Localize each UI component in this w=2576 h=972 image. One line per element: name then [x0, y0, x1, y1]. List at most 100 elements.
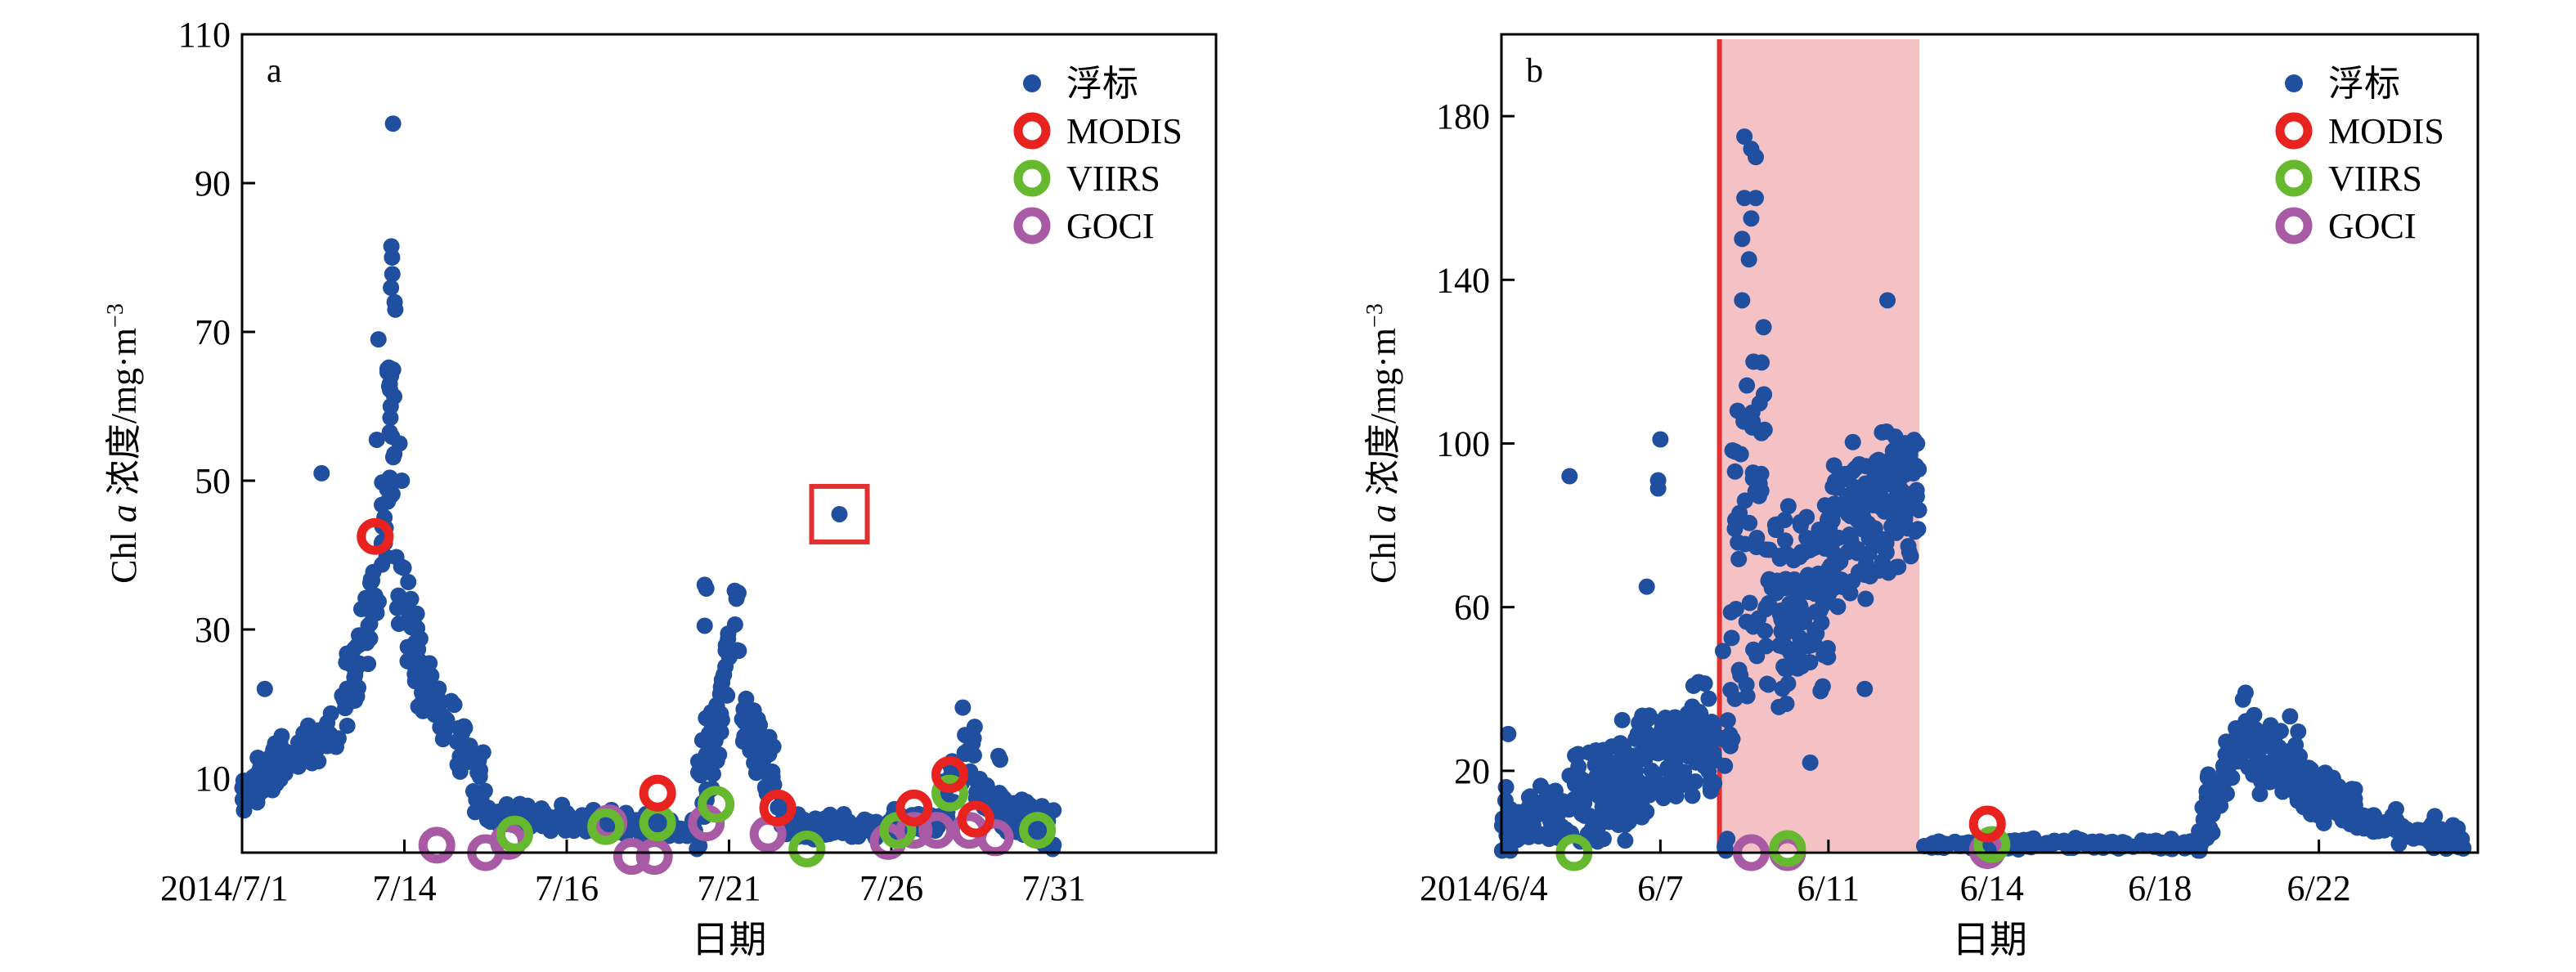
y-tick-label: 30	[195, 610, 231, 650]
buoy-point	[976, 780, 994, 797]
buoy-point	[1590, 817, 1607, 835]
legend-modis-label: MODIS	[1066, 111, 1183, 151]
buoy-point	[1776, 532, 1793, 549]
buoy-point	[2426, 824, 2443, 841]
buoy-point	[1924, 835, 1941, 852]
buoy-point	[334, 687, 351, 704]
plot-frame-a	[240, 33, 1218, 854]
buoy-point	[2387, 800, 2404, 817]
buoy-point	[2201, 819, 2219, 836]
buoy-point	[357, 589, 375, 607]
buoy-point	[1658, 783, 1675, 800]
buoy-point	[384, 115, 402, 132]
buoy-point	[1606, 755, 1623, 773]
modis-point	[931, 755, 968, 793]
modis-point	[1968, 805, 2006, 843]
buoy-point	[2282, 708, 2299, 725]
buoy-point	[1811, 602, 1829, 619]
buoy-point	[1724, 731, 1741, 748]
buoy-point	[399, 638, 416, 656]
legend-viirs-symbol	[1013, 159, 1051, 197]
buoy-point	[2405, 830, 2422, 847]
buoy-point	[2191, 842, 2208, 859]
buoy-point	[1703, 714, 1721, 731]
viirs-point	[1973, 826, 2011, 863]
x-tick-label: 7/21	[697, 868, 761, 908]
buoy-point	[1684, 698, 1701, 715]
buoy-point	[1785, 653, 1802, 670]
buoy-point	[708, 697, 725, 714]
plot-frame-b	[1500, 33, 2480, 854]
highlight-box	[809, 483, 870, 544]
buoy-point	[322, 705, 339, 722]
buoy-point	[1857, 590, 1874, 607]
buoy-point	[1500, 725, 1517, 742]
buoy-point	[1789, 638, 1806, 656]
legend-buoy-label: 浮标	[2328, 64, 2400, 104]
buoy-point	[1903, 487, 1920, 504]
legend-viirs-symbol	[2275, 159, 2313, 197]
buoy-point	[384, 249, 401, 266]
buoy-point	[1726, 520, 1744, 537]
viirs-point	[1019, 812, 1057, 849]
x-tick-label: 6/22	[2287, 868, 2351, 908]
legend-goci-label: GOCI	[1066, 206, 1155, 246]
buoy-point	[1734, 292, 1751, 309]
x-tick-label: 6/11	[1797, 868, 1860, 908]
modis-point	[957, 800, 994, 838]
buoy-point	[1739, 688, 1756, 705]
buoy-point	[1798, 529, 1815, 546]
buoy-point	[1736, 492, 1753, 509]
modis-point	[639, 774, 676, 812]
buoy-point	[410, 698, 427, 715]
buoy-point	[1727, 601, 1744, 618]
buoy-point	[2376, 816, 2394, 833]
buoy-point	[1839, 471, 1856, 488]
buoy-point	[1561, 767, 1578, 784]
buoy-point	[1730, 661, 1748, 679]
buoy-point	[384, 266, 401, 283]
buoy-point	[1539, 784, 1556, 801]
buoy-point	[696, 617, 713, 634]
buoy-point	[1879, 292, 1896, 309]
buoy-point	[255, 782, 272, 799]
buoy-point	[1856, 567, 1874, 584]
buoy-point	[2251, 786, 2269, 803]
buoy-point	[1856, 680, 1874, 697]
buoy-point	[2277, 748, 2294, 765]
buoy-point	[1806, 636, 1824, 653]
satellite-series-a	[357, 517, 1057, 876]
buoy-point	[2115, 838, 2132, 855]
buoy-point	[2343, 785, 2360, 802]
shaded-interval	[1719, 39, 1919, 851]
buoy-point	[330, 730, 347, 747]
buoy-point	[400, 573, 417, 590]
buoy-point	[716, 666, 733, 683]
buoy-point	[1892, 512, 1909, 529]
buoy-point	[2442, 834, 2459, 851]
buoy-point	[460, 737, 477, 755]
buoy-point	[1722, 682, 1739, 699]
buoy-point	[831, 811, 848, 828]
goci-point	[635, 838, 673, 876]
chart-panel-a: 2014/7/1 7/14 7/16 7/21 7/26 7/31 10305070901…	[103, 15, 1218, 961]
buoy-point	[1755, 386, 1772, 403]
x-tick-label: 7/14	[372, 868, 436, 908]
buoy-point	[1767, 522, 1784, 539]
buoy-point	[1730, 550, 1748, 567]
buoy-point	[729, 642, 746, 659]
buoy-point	[1527, 808, 1544, 825]
buoy-point	[1850, 501, 1867, 518]
buoy-point	[1506, 822, 1523, 839]
buoy-point	[1821, 527, 1838, 544]
buoy-point	[1532, 826, 1549, 843]
buoy-point	[1684, 787, 1701, 804]
y-tick-label: 90	[195, 163, 231, 204]
buoy-point	[1634, 778, 1651, 795]
buoy-point	[1820, 648, 1837, 665]
buoy-point	[408, 656, 425, 673]
buoy-point	[1729, 402, 1746, 419]
y-tick-label: 140	[1436, 260, 1490, 300]
panel-label-b: b	[1526, 52, 1543, 90]
x-axis-b: 2014/6/4 6/7 6/11 6/14 6/18 6/22	[1420, 840, 2351, 908]
